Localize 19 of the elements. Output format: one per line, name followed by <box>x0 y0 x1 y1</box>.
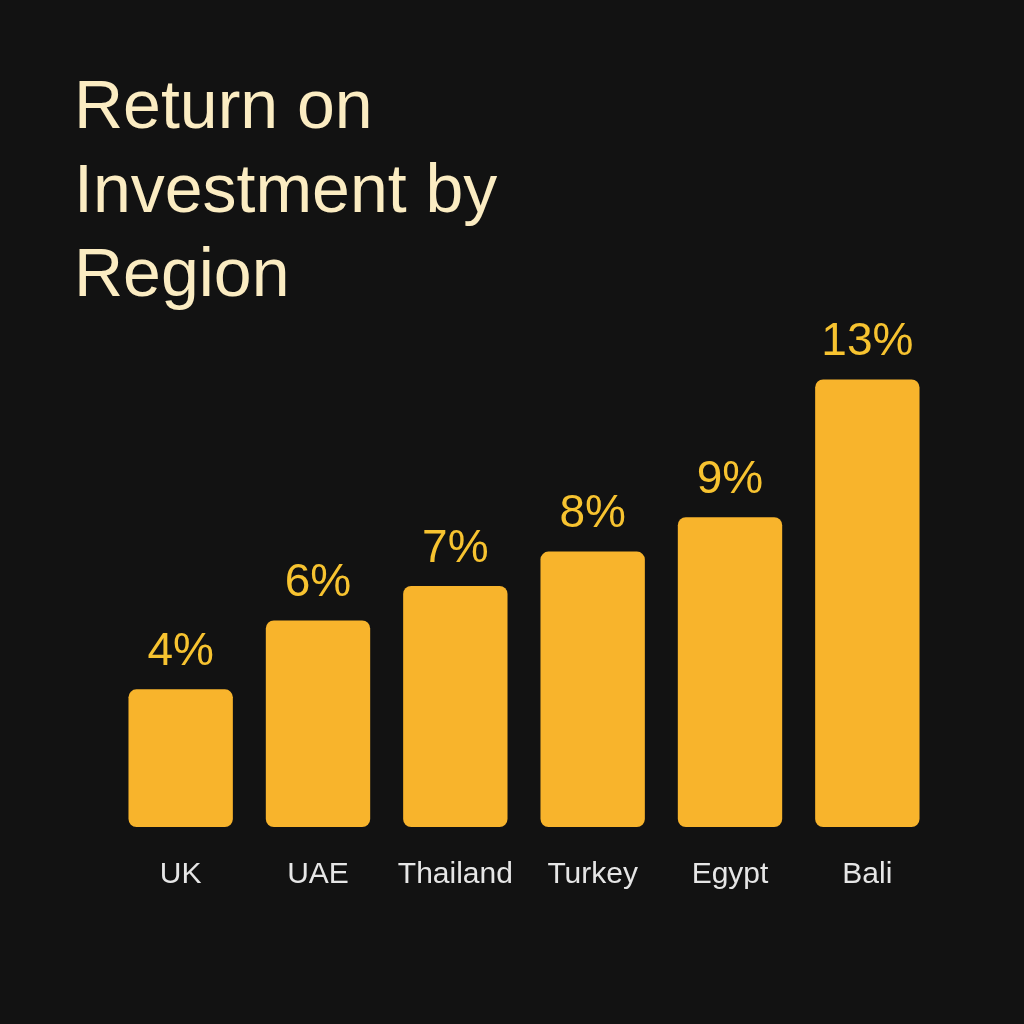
x-tick-label: UAE <box>287 856 349 890</box>
bar <box>403 586 508 827</box>
data-label: 7% <box>422 519 489 572</box>
data-label: 8% <box>559 485 626 538</box>
x-tick-label: Thailand <box>397 856 513 890</box>
x-tick-label: UK <box>159 856 202 890</box>
data-label: 9% <box>696 450 764 503</box>
bar <box>815 379 920 827</box>
bar <box>540 551 645 827</box>
data-label: 4% <box>147 622 214 675</box>
data-label: 6% <box>284 554 352 607</box>
x-tick-label: Bali <box>842 856 893 890</box>
chart-title: Return on Investment by Region <box>74 65 499 312</box>
bar <box>265 620 371 827</box>
bar <box>128 689 233 827</box>
x-tick-label: Egypt <box>691 856 770 890</box>
bar <box>677 517 783 827</box>
data-label: 13% <box>821 313 914 366</box>
x-tick-label: Turkey <box>547 856 638 890</box>
